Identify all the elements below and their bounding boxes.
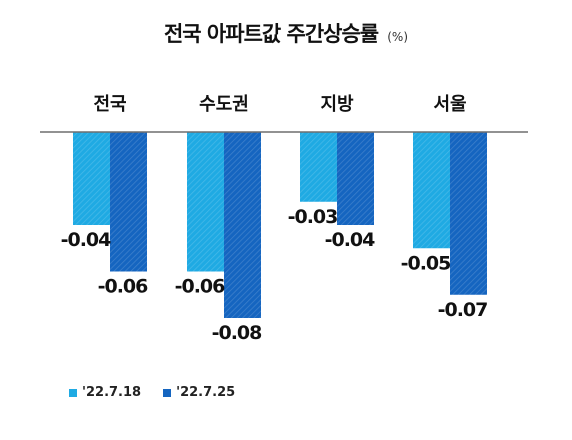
chart-title: 전국 아파트값 주간상승률 <box>163 22 379 46</box>
bar-texture <box>73 132 110 225</box>
legend-label-series-2: '22.7.25 <box>176 385 236 400</box>
data-label: -0.04 <box>325 229 376 251</box>
bar-texture <box>110 132 147 272</box>
legend: '22.7.18 '22.7.25 <box>69 385 257 400</box>
category-label: 지방 <box>320 94 354 115</box>
data-label: -0.08 <box>212 322 263 344</box>
data-label: -0.03 <box>288 206 338 228</box>
category-label: 수도권 <box>199 94 249 115</box>
chart-title-area: 전국 아파트값 주간상승률 (%) <box>0 18 572 48</box>
chart-unit: (%) <box>387 30 408 44</box>
data-label: -0.06 <box>175 276 226 298</box>
legend-swatch-series-1 <box>69 388 77 397</box>
data-label: -0.06 <box>98 276 149 298</box>
bar-texture <box>337 132 374 225</box>
bar-texture <box>224 132 261 318</box>
legend-item-series-1: '22.7.18 <box>69 385 141 400</box>
data-label: -0.07 <box>438 299 488 321</box>
bar-texture <box>300 132 337 202</box>
legend-label-series-1: '22.7.18 <box>82 385 142 400</box>
legend-item-series-2: '22.7.25 <box>163 385 235 400</box>
bar-texture <box>413 132 450 249</box>
data-label: -0.04 <box>61 229 112 251</box>
bar-texture <box>187 132 224 272</box>
data-label: -0.05 <box>401 252 451 274</box>
bar-texture <box>450 132 487 295</box>
category-label: 전국 <box>93 94 126 115</box>
category-label: 서울 <box>433 94 466 115</box>
legend-swatch-series-2 <box>163 388 172 397</box>
